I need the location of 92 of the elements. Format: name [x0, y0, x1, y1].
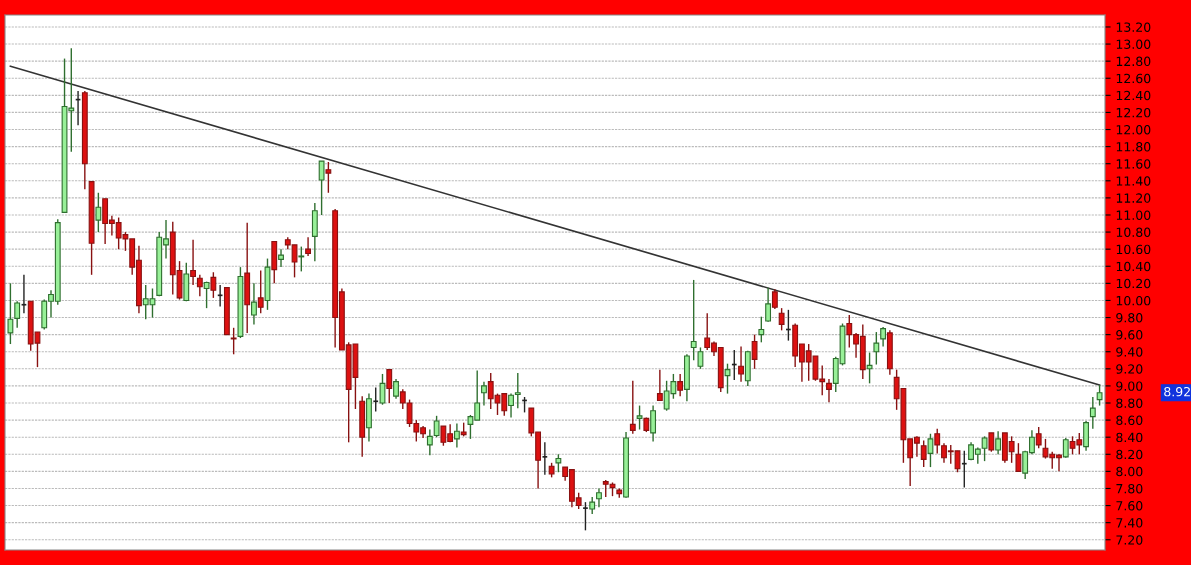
candlestick [426, 428, 433, 456]
y-tick-label: 10.20 [1116, 278, 1151, 289]
candlestick [636, 404, 643, 431]
y-tick-label: 12.80 [1116, 56, 1151, 67]
candlestick [216, 284, 224, 308]
candlestick [724, 362, 731, 395]
candlestick [1015, 442, 1022, 473]
candlestick [1035, 426, 1042, 449]
text: 8.92 [1164, 386, 1190, 397]
y-tick-label: 11.00 [1116, 210, 1151, 220]
candlestick [481, 380, 487, 407]
y-tick-label: 8.20 [1116, 449, 1143, 460]
candlestick [778, 307, 785, 332]
candlestick [826, 378, 832, 403]
candlestick [372, 386, 379, 413]
candlestick [541, 441, 549, 476]
y-tick-label: 10.80 [1116, 227, 1151, 237]
candlestick [880, 326, 887, 348]
candlestick [629, 380, 636, 435]
candlestick [203, 280, 210, 309]
candlestick [751, 333, 758, 370]
candlestick [393, 378, 399, 400]
candlestick [95, 192, 102, 233]
y-tick-label: 8.40 [1116, 432, 1143, 443]
candlestick [7, 282, 14, 345]
y-tick-label: 13.20 [1116, 22, 1151, 32]
candlestick [230, 327, 237, 355]
candlestick [251, 282, 257, 326]
candlestick [325, 161, 332, 194]
y-tick-label: 8.60 [1116, 415, 1143, 426]
candlestick [920, 439, 927, 468]
candlestick [1096, 384, 1103, 407]
y-tick-label: 7.60 [1116, 501, 1143, 511]
candlestick [257, 269, 264, 314]
candlestick [305, 236, 311, 257]
candlestick [866, 351, 873, 385]
candlestick [1089, 396, 1096, 430]
y-tick-label: 7.20 [1116, 535, 1143, 545]
y-tick-label: 9.40 [1116, 347, 1143, 357]
y-tick-label: 10.40 [1116, 261, 1151, 272]
candlestick [927, 433, 934, 468]
y-tick-label: 13.00 [1116, 39, 1151, 49]
candlestick [20, 274, 28, 314]
y-tick-label: 11.80 [1116, 142, 1151, 152]
candlestick [677, 373, 684, 397]
candlestick [771, 288, 778, 310]
candlestick [386, 368, 393, 404]
candlestick [988, 432, 995, 453]
candlestick [961, 450, 968, 489]
y-tick-label: 10.00 [1116, 295, 1151, 306]
candlestick [650, 404, 657, 443]
y-tick-label: 8.00 [1116, 466, 1143, 477]
y-tick-label: 11.60 [1116, 159, 1151, 169]
candlestick [697, 346, 704, 370]
candlestick [690, 279, 697, 361]
y-tick-label: 9.20 [1116, 364, 1143, 374]
candlestick [514, 372, 521, 409]
y-tick-label: 12.20 [1116, 107, 1151, 118]
y-tick-label: 10.60 [1116, 244, 1151, 255]
candlestick [1062, 437, 1069, 459]
y-tick-label: 9.60 [1116, 330, 1143, 340]
candlestick [582, 501, 589, 532]
y-tick-label: 12.00 [1116, 124, 1151, 135]
candlestick [596, 487, 602, 508]
candlestick [508, 392, 514, 419]
candlestick [210, 271, 217, 299]
candlestick [981, 435, 988, 462]
candlestick [1083, 420, 1089, 452]
candlestick [995, 430, 1002, 455]
candlestick [278, 248, 284, 268]
candlestick [656, 368, 663, 402]
candlestick [453, 422, 460, 449]
y-tick-label: 11.40 [1116, 176, 1151, 186]
candlestick [379, 373, 386, 406]
candlestick [873, 331, 880, 366]
y-tick-label: 9.80 [1116, 313, 1143, 323]
candlestick [758, 315, 765, 344]
candlestick [318, 160, 325, 216]
candlestick [298, 245, 305, 273]
candlestick [14, 300, 21, 329]
y-tick-label: 11.20 [1116, 193, 1151, 203]
y-tick-label: 7.80 [1116, 483, 1143, 494]
candlestick [196, 274, 203, 297]
y-tick-label: 12.60 [1116, 73, 1151, 84]
candlestick [738, 345, 744, 383]
candlestick [765, 286, 772, 323]
y-tick-label: 8.80 [1116, 398, 1143, 408]
candlestick [190, 239, 196, 286]
candlestick [433, 415, 440, 438]
y-tick-label: 7.40 [1116, 518, 1143, 528]
y-tick-label: 9.00 [1116, 381, 1143, 391]
y-tick-label: 12.40 [1116, 90, 1151, 101]
